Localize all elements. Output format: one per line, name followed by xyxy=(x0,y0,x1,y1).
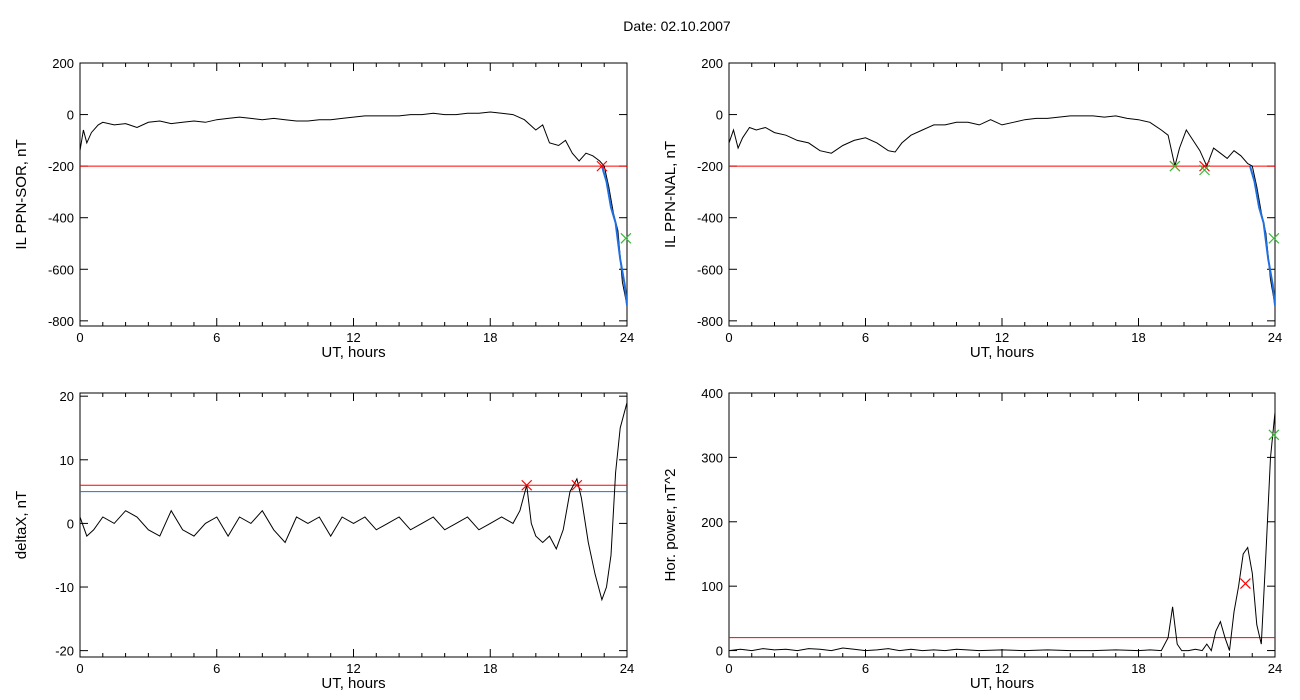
highlight-segment xyxy=(600,165,627,306)
x-tick-label: 0 xyxy=(76,661,83,676)
y-tick-label: -20 xyxy=(55,644,74,659)
x-tick-label: 12 xyxy=(346,661,360,676)
series-line xyxy=(729,412,1275,652)
y-axis-title: IL PPN-NAL, nT xyxy=(662,141,679,248)
marker-green xyxy=(1169,160,1181,172)
y-tick-label: -600 xyxy=(48,262,74,277)
series-line xyxy=(80,111,627,306)
x-tick-label: 18 xyxy=(483,330,497,345)
y-tick-label: 300 xyxy=(701,450,723,465)
series-line xyxy=(729,115,1275,306)
y-tick-label: -200 xyxy=(697,159,723,174)
plot-area xyxy=(729,412,1275,652)
y-tick-label: 100 xyxy=(701,579,723,594)
y-axis-title: IL PPN-SOR, nT xyxy=(13,139,30,249)
y-tick-label: 400 xyxy=(701,386,723,401)
y-tick-label: -400 xyxy=(697,211,723,226)
plot-frame xyxy=(79,62,628,327)
y-tick-label: 0 xyxy=(67,516,74,531)
chart-panel-2: 0 6 12 18 24 200 0 -200 -400 -600 -800 UT, hours IL … xyxy=(662,56,1282,361)
chart-panel-4: 0 6 12 18 24 400 300 200 100 0 UT, hours Hor. power… xyxy=(662,386,1282,692)
x-tick-label: 6 xyxy=(213,661,220,676)
x-tick-label: 18 xyxy=(1131,330,1145,345)
series-line xyxy=(80,402,627,602)
y-tick-label: 200 xyxy=(52,56,74,71)
chart-panel-1: 0 6 12 18 24 200 0 -200 -400 -600 -800 UT, hours IL … xyxy=(13,56,634,361)
marker-red xyxy=(521,479,533,491)
marker-red xyxy=(1199,160,1210,172)
x-axis-title: UT, hours xyxy=(970,675,1034,692)
y-tick-label: -600 xyxy=(697,262,723,277)
y-tick-label: 0 xyxy=(716,644,723,659)
marker-red xyxy=(571,479,583,491)
plot-area xyxy=(80,111,627,306)
x-tick-label: 6 xyxy=(862,330,869,345)
y-tick-label: 200 xyxy=(701,56,723,71)
marker-green xyxy=(1268,232,1280,244)
y-axis-title: deltaX, nT xyxy=(13,491,30,559)
marker-green xyxy=(1199,164,1210,176)
x-tick-label: 0 xyxy=(725,330,732,345)
x-tick-label: 24 xyxy=(620,661,634,676)
x-tick-label: 12 xyxy=(995,330,1009,345)
marker-green xyxy=(620,232,632,244)
highlight-segment xyxy=(1249,165,1275,306)
x-tick-label: 0 xyxy=(725,661,732,676)
plot-frame xyxy=(728,392,1276,658)
x-axis-title: UT, hours xyxy=(970,344,1034,361)
y-tick-label: -400 xyxy=(48,211,74,226)
x-axis-title: UT, hours xyxy=(321,675,385,692)
x-tick-label: 24 xyxy=(1268,330,1282,345)
marker-red xyxy=(1240,578,1251,590)
y-tick-label: -800 xyxy=(697,314,723,329)
y-tick-label: 0 xyxy=(716,108,723,123)
y-axis-title: Hor. power, nT^2 xyxy=(662,469,679,582)
figure-title: Date: 02.10.2007 xyxy=(623,18,731,34)
y-tick-label: 0 xyxy=(67,108,74,123)
x-axis-title: UT, hours xyxy=(321,344,385,361)
marker-red xyxy=(596,160,608,172)
x-tick-label: 18 xyxy=(483,661,497,676)
y-tick-label: 10 xyxy=(60,453,74,468)
y-tick-label: 200 xyxy=(701,515,723,530)
x-tick-label: 18 xyxy=(1131,661,1145,676)
y-tick-label: -10 xyxy=(55,580,74,595)
chart-panel-3: 0 6 12 18 24 20 10 0 -10 -20 UT, hours deltaX, nT xyxy=(13,389,634,692)
x-tick-label: 12 xyxy=(346,330,360,345)
x-tick-label: 12 xyxy=(995,661,1009,676)
plot-area xyxy=(80,402,627,602)
x-tick-label: 6 xyxy=(862,661,869,676)
y-tick-label: -800 xyxy=(48,314,74,329)
plot-frame xyxy=(728,62,1276,327)
y-tick-label: 20 xyxy=(60,389,74,404)
plot-frame xyxy=(79,392,628,658)
x-tick-label: 0 xyxy=(76,330,83,345)
y-tick-label: -200 xyxy=(48,159,74,174)
x-tick-label: 6 xyxy=(213,330,220,345)
x-tick-label: 24 xyxy=(1268,661,1282,676)
marker-green xyxy=(1268,429,1280,441)
x-tick-label: 24 xyxy=(620,330,634,345)
plot-area xyxy=(729,115,1275,306)
